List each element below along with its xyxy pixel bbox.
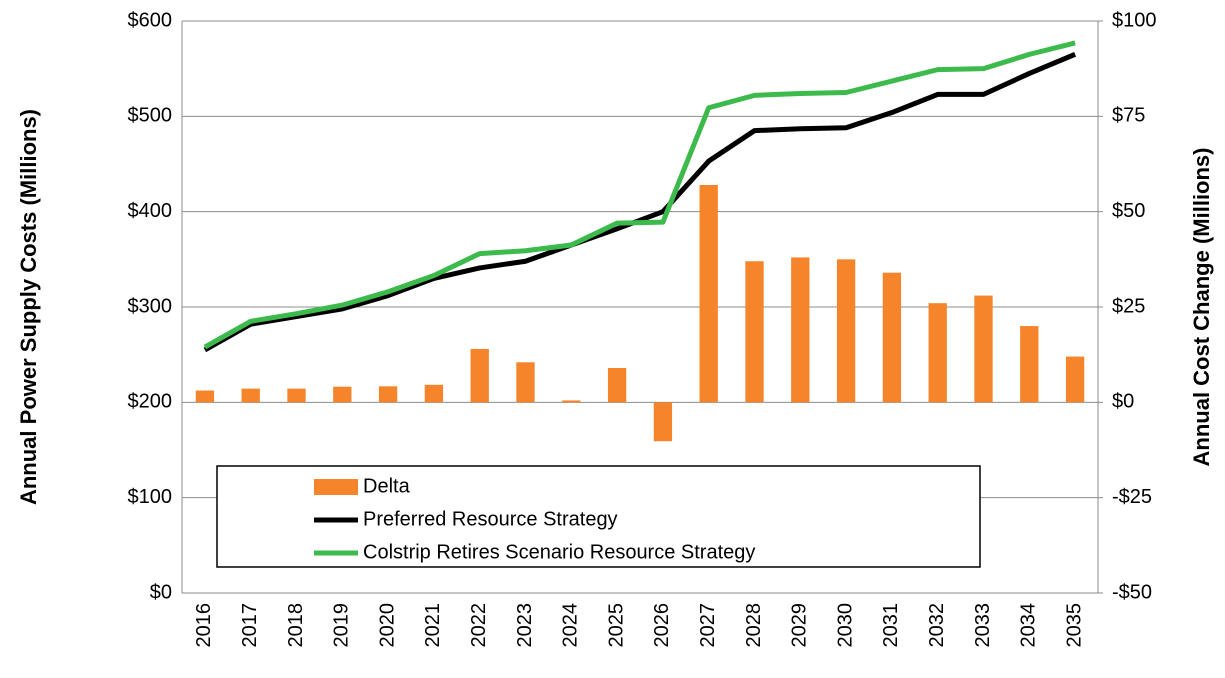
y2-tick-label: -$25 xyxy=(1112,486,1152,508)
bar xyxy=(333,386,352,403)
y-tick-label: $500 xyxy=(128,105,173,127)
bar xyxy=(882,272,902,403)
x-tick-label: 2025 xyxy=(605,603,627,648)
y2-axis-title: Annual Cost Change (Millions) xyxy=(1189,148,1214,467)
y2-tick-label: -$50 xyxy=(1112,581,1152,603)
y-tick-label: $200 xyxy=(128,391,173,413)
bar xyxy=(974,295,993,403)
x-tick-label: 2022 xyxy=(468,603,490,648)
bar xyxy=(562,400,581,403)
bar xyxy=(791,257,810,403)
x-tick-label: 2016 xyxy=(193,603,215,648)
x-tick-label: 2028 xyxy=(743,603,765,648)
x-tick-label: 2017 xyxy=(239,603,261,648)
y-axis-title: Annual Power Supply Costs (Millions) xyxy=(16,109,41,505)
bar xyxy=(607,368,627,403)
x-tick-label: 2026 xyxy=(651,603,673,648)
x-tick-label: 2031 xyxy=(880,603,902,648)
bar xyxy=(470,348,489,403)
x-tick-label: 2018 xyxy=(285,603,307,648)
bar xyxy=(1065,356,1085,403)
bar xyxy=(378,386,398,403)
y2-tick-label: $100 xyxy=(1112,9,1157,31)
bar xyxy=(745,261,764,403)
y-tick-label: $300 xyxy=(128,295,173,317)
x-tick-label: 2034 xyxy=(1018,603,1040,648)
x-tick-label: 2021 xyxy=(422,603,444,648)
x-tick-label: 2030 xyxy=(834,603,856,648)
bar xyxy=(516,362,535,403)
y2-tick-label: $50 xyxy=(1112,200,1145,222)
y-tick-label: $0 xyxy=(150,581,172,603)
bar xyxy=(699,184,718,403)
x-tick-label: 2032 xyxy=(926,603,948,648)
bar xyxy=(1020,326,1039,403)
x-tick-label: 2027 xyxy=(697,603,719,648)
bar xyxy=(653,402,673,442)
bar xyxy=(241,388,260,403)
legend-label: Colstrip Retires Scenario Resource Strat… xyxy=(363,541,755,563)
y2-tick-label: $0 xyxy=(1112,391,1134,413)
x-tick-label: 2035 xyxy=(1063,603,1085,648)
y-tick-label: $400 xyxy=(128,200,173,222)
line xyxy=(203,40,1076,350)
bar xyxy=(424,384,444,403)
bar xyxy=(195,390,215,403)
legend-label: Delta xyxy=(363,475,411,497)
x-tick-label: 2033 xyxy=(972,603,994,648)
legend-label: Preferred Resource Strategy xyxy=(363,508,618,530)
x-tick-label: 2019 xyxy=(331,603,353,648)
y-tick-label: $100 xyxy=(128,486,173,508)
legend-swatch xyxy=(314,479,358,495)
x-tick-label: 2029 xyxy=(789,603,811,648)
x-tick-label: 2023 xyxy=(514,603,536,648)
y2-tick-label: $75 xyxy=(1112,105,1145,127)
bar xyxy=(836,259,856,403)
y2-tick-label: $25 xyxy=(1112,295,1145,317)
bar xyxy=(928,303,947,403)
bar xyxy=(287,388,306,403)
y-tick-label: $600 xyxy=(128,9,173,31)
x-tick-label: 2024 xyxy=(560,603,582,648)
x-tick-label: 2020 xyxy=(376,603,398,648)
